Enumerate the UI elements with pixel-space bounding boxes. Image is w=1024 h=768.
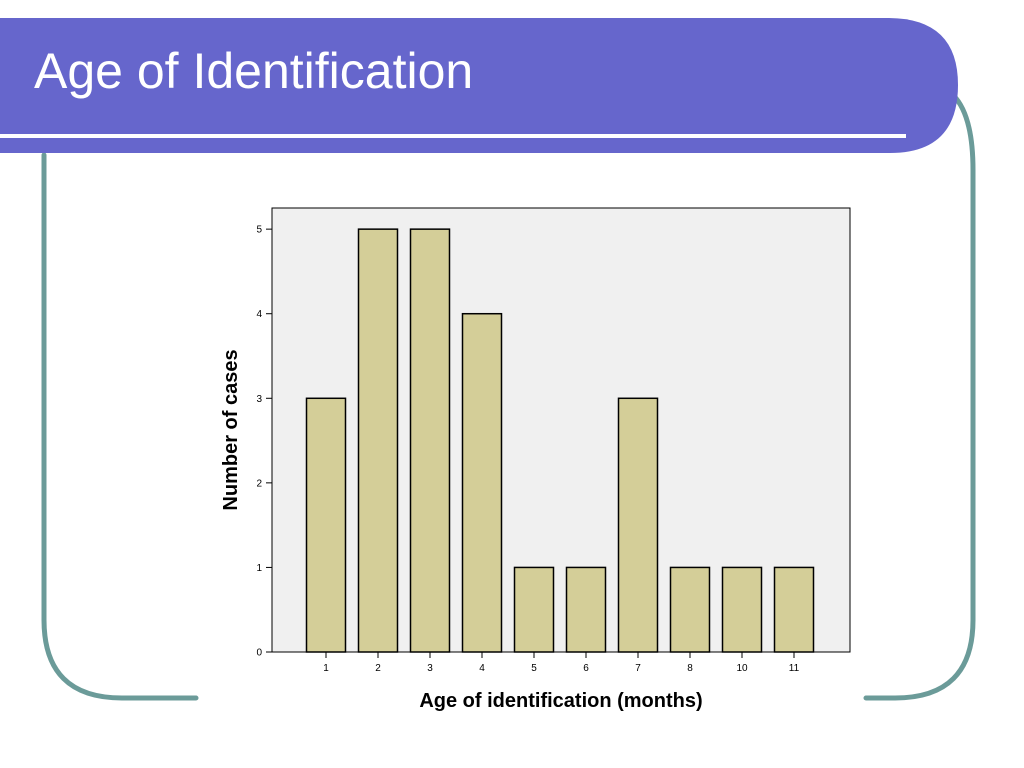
- bar-8: [669, 566, 711, 653]
- bars: [305, 228, 815, 653]
- y-tick-label-4: 4: [256, 309, 262, 320]
- x-axis: 1 2 3 4 5 6 7 8 10 11: [323, 652, 800, 674]
- bar-5: [513, 566, 555, 653]
- x-tick-label-5: 5: [531, 663, 537, 674]
- frame-outline-right: [863, 92, 976, 701]
- y-tick-label-3: 3: [256, 394, 262, 405]
- bar-1: [305, 397, 347, 653]
- y-tick-label-1: 1: [256, 563, 262, 574]
- y-tick-label-2: 2: [256, 478, 262, 489]
- x-tick-label-3: 3: [427, 663, 433, 674]
- y-axis: 0 1 2 3 4 5: [256, 225, 272, 659]
- bar-10: [721, 566, 763, 653]
- x-tick-label-7: 7: [635, 663, 641, 674]
- title-underline: [0, 134, 906, 138]
- x-tick-label-6: 6: [583, 663, 589, 674]
- x-axis-title: Age of identification (months): [419, 690, 702, 712]
- bar-4: [461, 312, 503, 653]
- bar-3: [409, 228, 451, 653]
- frame-outline: [41, 152, 199, 701]
- title-bar: [0, 18, 958, 153]
- bar-6: [565, 566, 607, 653]
- bar-2: [357, 228, 399, 653]
- slide-title: Age of Identification: [34, 43, 474, 99]
- x-tick-label-8: 8: [687, 663, 693, 674]
- y-tick-label-0: 0: [256, 648, 262, 659]
- bar-7: [617, 397, 659, 653]
- x-tick-label-4: 4: [479, 663, 485, 674]
- x-tick-label-11: 11: [789, 663, 800, 674]
- x-tick-label-10: 10: [736, 663, 748, 674]
- y-tick-label-5: 5: [256, 225, 262, 236]
- y-axis-title: Number of cases: [220, 349, 242, 510]
- bar-11: [773, 566, 815, 653]
- x-tick-label-2: 2: [375, 663, 381, 674]
- x-tick-label-1: 1: [323, 663, 329, 674]
